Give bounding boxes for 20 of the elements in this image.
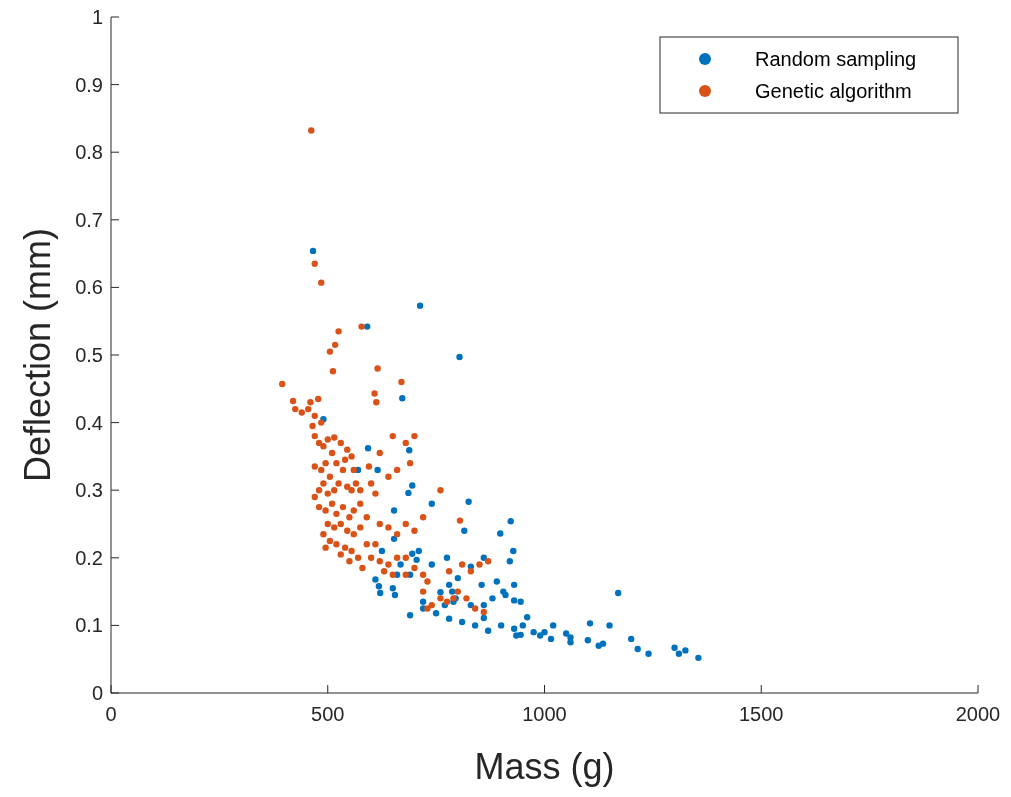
x-tick-label: 2000 [955, 703, 1001, 725]
y-tick-label: 0.2 [75, 546, 103, 569]
y-tick-label: 0.8 [75, 141, 103, 164]
x-tick-label: 0 [105, 703, 117, 725]
y-tick-label: 0.9 [75, 73, 103, 96]
y-axis-title: Deflection (mm) [17, 227, 58, 483]
x-tick-label: 1500 [739, 703, 784, 725]
x-tick-label: 500 [311, 703, 345, 725]
x-axis-title: Mass (g) [474, 746, 615, 787]
y-tick-label: 0 [91, 682, 103, 704]
y-tick-label: 1 [91, 6, 103, 28]
legend-label: Random sampling [755, 48, 917, 70]
y-tick-label: 0.1 [75, 614, 103, 637]
y-tick-label: 0.7 [75, 208, 103, 231]
y-tick-label: 0.4 [75, 411, 103, 434]
y-tick-label: 0.6 [75, 276, 103, 299]
y-tick-label: 0.3 [75, 479, 103, 502]
y-tick-label: 0.5 [75, 344, 103, 366]
x-tick-label: 1000 [522, 703, 567, 725]
legend-label: Genetic algorithm [755, 80, 912, 102]
